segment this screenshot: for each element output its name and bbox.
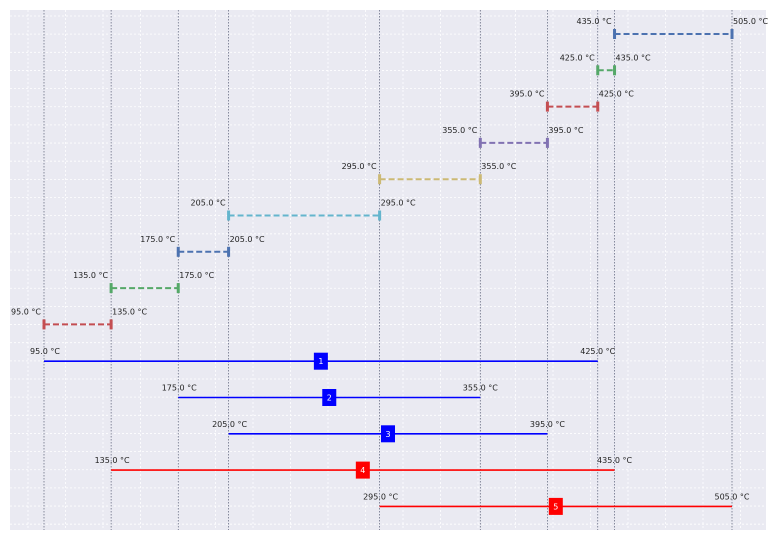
segment-end-tick: [109, 319, 113, 330]
range-end-label: 395.0 °C: [530, 420, 565, 429]
range-id-label: 1: [318, 357, 323, 366]
segment-start-tick: [42, 319, 46, 330]
segment-end-label: 355.0 °C: [481, 162, 516, 171]
segment-start-label: 135.0 °C: [73, 271, 108, 280]
segment-start-label: 175.0 °C: [140, 235, 175, 244]
segment-start-tick: [227, 210, 231, 221]
segment-end-tick: [378, 210, 382, 221]
solid-ranges: 95.0 °C 425.0 °C 1 175.0 °C 355.0 °C 2 205.0 °…: [30, 347, 750, 515]
segment-end-label: 175.0 °C: [179, 271, 214, 280]
segment-start-tick: [176, 246, 180, 257]
segment-start-tick: [478, 137, 482, 148]
segment-end-label: 435.0 °C: [616, 53, 651, 62]
segment-start-label: 435.0 °C: [577, 17, 612, 26]
interval-segment: 95.0 °C 135.0 °C: [11, 307, 148, 330]
segment-start-tick: [596, 65, 600, 76]
range-id-badge: [313, 352, 328, 370]
range-id-label: 3: [385, 430, 390, 439]
segment-start-tick: [378, 174, 382, 185]
segment-start-tick: [109, 283, 113, 294]
interval-segment: 395.0 °C 425.0 °C: [509, 90, 634, 112]
interval-segment: 205.0 °C 295.0 °C: [191, 199, 416, 221]
segment-end-label: 395.0 °C: [548, 126, 583, 135]
range-start-label: 295.0 °C: [363, 492, 398, 501]
interval-segment: 295.0 °C 355.0 °C: [342, 162, 517, 185]
range-end-label: 425.0 °C: [580, 347, 615, 356]
segment-start-label: 295.0 °C: [342, 162, 377, 171]
segment-start-tick: [545, 101, 549, 112]
segment-end-label: 295.0 °C: [381, 199, 416, 208]
range-end-label: 435.0 °C: [597, 456, 632, 465]
segment-start-tick: [613, 29, 617, 39]
range-id-label: 2: [327, 394, 332, 403]
segment-end-label: 205.0 °C: [230, 235, 265, 244]
range-bar: 95.0 °C 425.0 °C 1: [30, 347, 616, 370]
interval-segment: 435.0 °C 505.0 °C: [577, 17, 768, 39]
segment-end-tick: [613, 65, 617, 76]
range-bar: 295.0 °C 505.0 °C 5: [363, 492, 750, 515]
interval-segment: 425.0 °C 435.0 °C: [560, 53, 651, 76]
range-end-label: 505.0 °C: [714, 492, 749, 501]
range-end-label: 355.0 °C: [463, 384, 498, 393]
range-id-badge: [322, 389, 337, 406]
segment-end-tick: [545, 137, 549, 148]
segment-start-label: 205.0 °C: [191, 199, 226, 208]
dashed-segments: 95.0 °C 135.0 °C 135.0 °C 175.0 °C 175.0 °C 2…: [11, 17, 768, 330]
range-bar: 205.0 °C 395.0 °C 3: [212, 420, 565, 443]
range-id-label: 4: [360, 466, 365, 475]
vertical-guides: [43, 10, 733, 530]
segment-end-label: 425.0 °C: [599, 90, 634, 99]
interval-segment: 175.0 °C 205.0 °C: [140, 235, 265, 257]
segment-start-label: 395.0 °C: [509, 90, 544, 99]
range-start-label: 95.0 °C: [30, 347, 60, 356]
range-id-badge: [548, 497, 563, 515]
segment-start-label: 425.0 °C: [560, 53, 595, 62]
segment-start-label: 355.0 °C: [442, 126, 477, 135]
segment-end-tick: [176, 283, 180, 294]
range-start-label: 175.0 °C: [162, 384, 197, 393]
interval-segment: 355.0 °C 395.0 °C: [442, 126, 584, 148]
interval-segment: 135.0 °C 175.0 °C: [73, 271, 215, 294]
segment-end-label: 505.0 °C: [733, 17, 768, 26]
segment-end-tick: [730, 29, 734, 39]
range-id-badge: [355, 461, 370, 479]
range-bar: 135.0 °C 435.0 °C 4: [95, 456, 632, 479]
segment-start-label: 95.0 °C: [11, 307, 41, 316]
range-start-label: 205.0 °C: [212, 420, 247, 429]
range-bar: 175.0 °C 355.0 °C 2: [162, 384, 498, 406]
segment-end-tick: [478, 174, 482, 185]
range-id-badge: [381, 425, 395, 443]
range-start-label: 135.0 °C: [95, 456, 130, 465]
range-id-label: 5: [553, 502, 558, 511]
segment-end-tick: [596, 101, 600, 112]
segment-end-tick: [227, 246, 231, 257]
segment-end-label: 135.0 °C: [112, 307, 147, 316]
